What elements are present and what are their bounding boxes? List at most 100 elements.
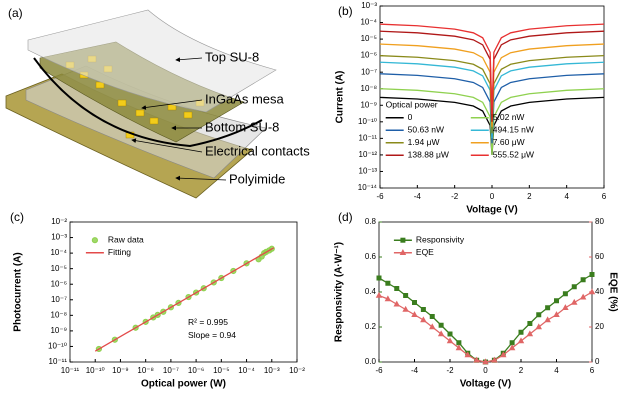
y-tick-label: 10⁻³ bbox=[51, 233, 67, 242]
y2-tick-label: 60 bbox=[595, 252, 604, 261]
x-tick-label: 10⁻⁹ bbox=[112, 366, 129, 375]
y-tick-label: 0.6 bbox=[365, 252, 377, 261]
x-tick-label: 0 bbox=[483, 366, 488, 375]
y-tick-label: 10⁻⁵ bbox=[361, 34, 377, 43]
plot-frame bbox=[379, 222, 592, 362]
y-tick-label: 10⁻¹¹ bbox=[49, 357, 68, 366]
y-tick-label: 10⁻³ bbox=[361, 1, 377, 10]
x-tick-label: -4 bbox=[414, 192, 422, 201]
data-point bbox=[412, 312, 417, 316]
diagram-label: Bottom SU-8 bbox=[205, 119, 279, 134]
x-axis-label: Voltage (V) bbox=[460, 379, 511, 390]
x-tick-label: 6 bbox=[590, 366, 595, 375]
y-tick-label: 10⁻⁹ bbox=[360, 100, 377, 109]
panel-label: (b) bbox=[338, 4, 353, 18]
x-tick-label: 10⁻² bbox=[289, 366, 305, 375]
y-tick-label: 10⁻⁵ bbox=[51, 264, 67, 273]
legend-title: Optical power bbox=[386, 99, 438, 109]
data-point bbox=[528, 322, 532, 326]
x-tick-label: -6 bbox=[375, 366, 383, 375]
y2-axis-label: EQE (%) bbox=[607, 272, 618, 311]
data-point bbox=[385, 296, 390, 300]
x-tick-label: 10⁻⁴ bbox=[238, 366, 255, 375]
data-point bbox=[572, 300, 577, 304]
data-point bbox=[537, 313, 541, 317]
data-point bbox=[404, 294, 408, 298]
y2-tick-label: 0 bbox=[595, 357, 600, 366]
legend-label: Responsivity bbox=[416, 234, 465, 244]
x-tick-label: 4 bbox=[554, 366, 559, 375]
y-tick-label: 10⁻² bbox=[51, 217, 67, 226]
x-tick-label: 10⁻⁷ bbox=[163, 366, 179, 375]
legend-label: Fitting bbox=[108, 247, 131, 257]
panel-label: (c) bbox=[10, 210, 24, 224]
x-tick-label: 10⁻⁸ bbox=[137, 366, 154, 375]
data-point bbox=[430, 315, 434, 319]
data-point bbox=[590, 289, 595, 293]
x-tick-label: -2 bbox=[446, 366, 454, 375]
y-tick-label: 10⁻¹⁰ bbox=[48, 342, 67, 351]
data-point bbox=[421, 308, 425, 312]
legend-label: 0 bbox=[408, 112, 413, 122]
data-point bbox=[563, 292, 567, 296]
panel-label: (d) bbox=[338, 210, 353, 224]
data-point bbox=[546, 306, 550, 310]
y-tick-label: 0.2 bbox=[365, 322, 377, 331]
y-tick-label: 10⁻¹¹ bbox=[359, 133, 378, 142]
y2-tick-label: 80 bbox=[595, 217, 604, 226]
diagram: (a) Top SU-8 InGaAs mesa Bottom SU-8 Ele… bbox=[6, 6, 310, 198]
x-tick-label: -4 bbox=[411, 366, 419, 375]
data-point bbox=[421, 317, 426, 321]
y-axis-label: Photocurrent (A) bbox=[13, 252, 24, 331]
panel-label: (a) bbox=[8, 6, 23, 20]
x-tick-label: 10⁻³ bbox=[264, 366, 280, 375]
data-point bbox=[439, 323, 443, 327]
legend-label: 138.88 μW bbox=[408, 149, 449, 159]
y-tick-label: 10⁻⁴ bbox=[360, 18, 377, 27]
y-tick-label: 0.0 bbox=[365, 357, 377, 366]
series-line bbox=[379, 275, 592, 363]
x-tick-label: 6 bbox=[602, 192, 607, 201]
legend-label: 1.94 μW bbox=[408, 137, 440, 147]
annotation: R² = 0.995 bbox=[188, 317, 228, 327]
data-point bbox=[519, 330, 523, 334]
y-axis-label: Responsivity (A·W⁻¹) bbox=[334, 242, 345, 342]
diagram-label: Electrical contacts bbox=[205, 143, 310, 158]
data-point bbox=[394, 302, 399, 306]
legend-label: 5.02 nW bbox=[493, 112, 525, 122]
x-axis-label: Voltage (V) bbox=[466, 205, 517, 216]
diagram-label: InGaAs mesa bbox=[205, 91, 285, 106]
y-tick-label: 10⁻⁷ bbox=[361, 67, 377, 76]
data-point bbox=[590, 273, 594, 277]
y-tick-label: 10⁻⁹ bbox=[50, 326, 67, 335]
y2-tick-label: 40 bbox=[595, 287, 604, 296]
diagram-label: Top SU-8 bbox=[205, 49, 259, 64]
data-point bbox=[457, 341, 461, 345]
data-point bbox=[413, 301, 417, 305]
data-point bbox=[395, 287, 399, 291]
y-tick-label: 10⁻⁴ bbox=[50, 248, 67, 257]
x-tick-label: 10⁻⁶ bbox=[188, 366, 204, 375]
y-tick-label: 10⁻⁸ bbox=[51, 310, 68, 319]
series-line bbox=[95, 248, 274, 351]
legend-label: Raw data bbox=[108, 234, 144, 244]
data-point bbox=[386, 281, 390, 285]
data-point bbox=[403, 307, 408, 311]
x-tick-label: -6 bbox=[376, 192, 384, 201]
data-point bbox=[545, 317, 550, 321]
legend-marker bbox=[401, 238, 405, 242]
data-point bbox=[510, 341, 514, 345]
x-tick-label: 10⁻⁵ bbox=[213, 366, 229, 375]
x-tick-label: 10⁻¹¹ bbox=[61, 366, 80, 375]
legend-marker bbox=[92, 238, 97, 243]
x-axis-label: Optical power (W) bbox=[141, 379, 226, 390]
y-tick-label: 0.4 bbox=[365, 287, 377, 296]
plot-frame bbox=[70, 222, 297, 362]
data-point bbox=[377, 293, 382, 297]
y-tick-label: 10⁻⁸ bbox=[361, 84, 378, 93]
y2-tick-label: 20 bbox=[595, 322, 604, 331]
y-tick-label: 10⁻¹² bbox=[359, 150, 378, 159]
data-point bbox=[572, 285, 576, 289]
y-tick-label: 10⁻⁶ bbox=[361, 51, 377, 60]
legend-marker bbox=[401, 250, 406, 254]
